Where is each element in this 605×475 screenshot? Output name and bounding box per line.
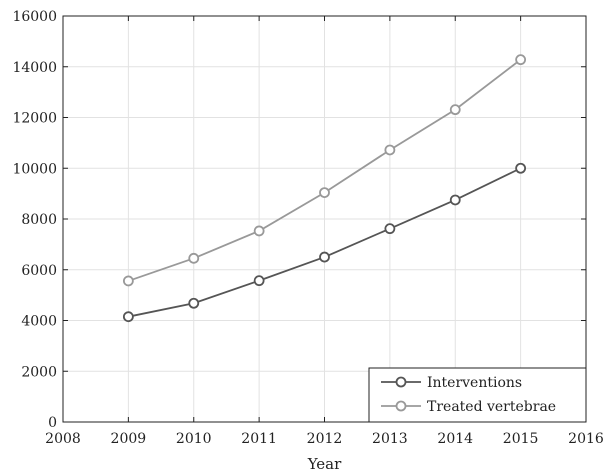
x-tick-label: 2012 — [307, 431, 343, 447]
x-tick-label: 2010 — [176, 431, 212, 447]
legend-label: Treated vertebrae — [427, 399, 556, 415]
x-tick-label: 2014 — [437, 431, 473, 447]
legend-label: Interventions — [427, 375, 522, 391]
legend: Interventions Treated vertebrae — [368, 367, 587, 423]
x-axis-title: Year — [307, 455, 342, 473]
data-point — [449, 104, 461, 116]
x-tick-label: 2011 — [241, 431, 277, 447]
legend-item: Treated vertebrae — [381, 399, 556, 415]
data-point — [515, 54, 527, 66]
data-point — [319, 251, 330, 263]
y-tick-label: 4000 — [21, 314, 57, 330]
data-point — [384, 144, 396, 156]
series-1 — [122, 54, 527, 287]
data-point — [253, 275, 265, 287]
data-point — [188, 297, 200, 309]
series — [122, 54, 527, 323]
data-point — [384, 223, 396, 235]
x-tick-labels: 2008 2009 2010 2011 2012 2013 2014 2015 2016 — [45, 431, 604, 447]
data-point — [188, 252, 200, 264]
x-tick-label: 2009 — [111, 431, 147, 447]
series-0 — [122, 162, 527, 323]
y-tick-label: 8000 — [21, 212, 57, 228]
data-point — [122, 275, 134, 287]
y-tick-label: 6000 — [21, 263, 57, 279]
legend-items: Interventions Treated vertebrae — [381, 375, 556, 415]
x-tick-label: 2015 — [503, 431, 539, 447]
legend-item: Interventions — [381, 375, 522, 391]
legend-box — [368, 367, 587, 423]
legend-marker — [395, 376, 407, 388]
y-tick-label: 10000 — [12, 161, 57, 177]
y-tick-label: 0 — [48, 415, 57, 431]
data-point — [253, 225, 265, 237]
x-tick-label: 2016 — [568, 431, 604, 447]
grid — [62, 15, 587, 423]
data-point — [122, 311, 134, 323]
y-tick-label: 12000 — [12, 111, 57, 127]
legend-marker — [395, 400, 407, 412]
x-tick-label: 2008 — [45, 431, 81, 447]
y-tick-label: 14000 — [12, 60, 57, 76]
data-point — [319, 187, 330, 199]
data-point — [515, 162, 527, 174]
x-tick-label: 2013 — [372, 431, 408, 447]
y-tick-label: 2000 — [21, 364, 57, 380]
y-tick-labels: 0 2000 4000 6000 8000 10000 12000 14000 16000 — [12, 9, 57, 431]
y-tick-label: 16000 — [12, 9, 57, 25]
data-point — [449, 194, 461, 206]
